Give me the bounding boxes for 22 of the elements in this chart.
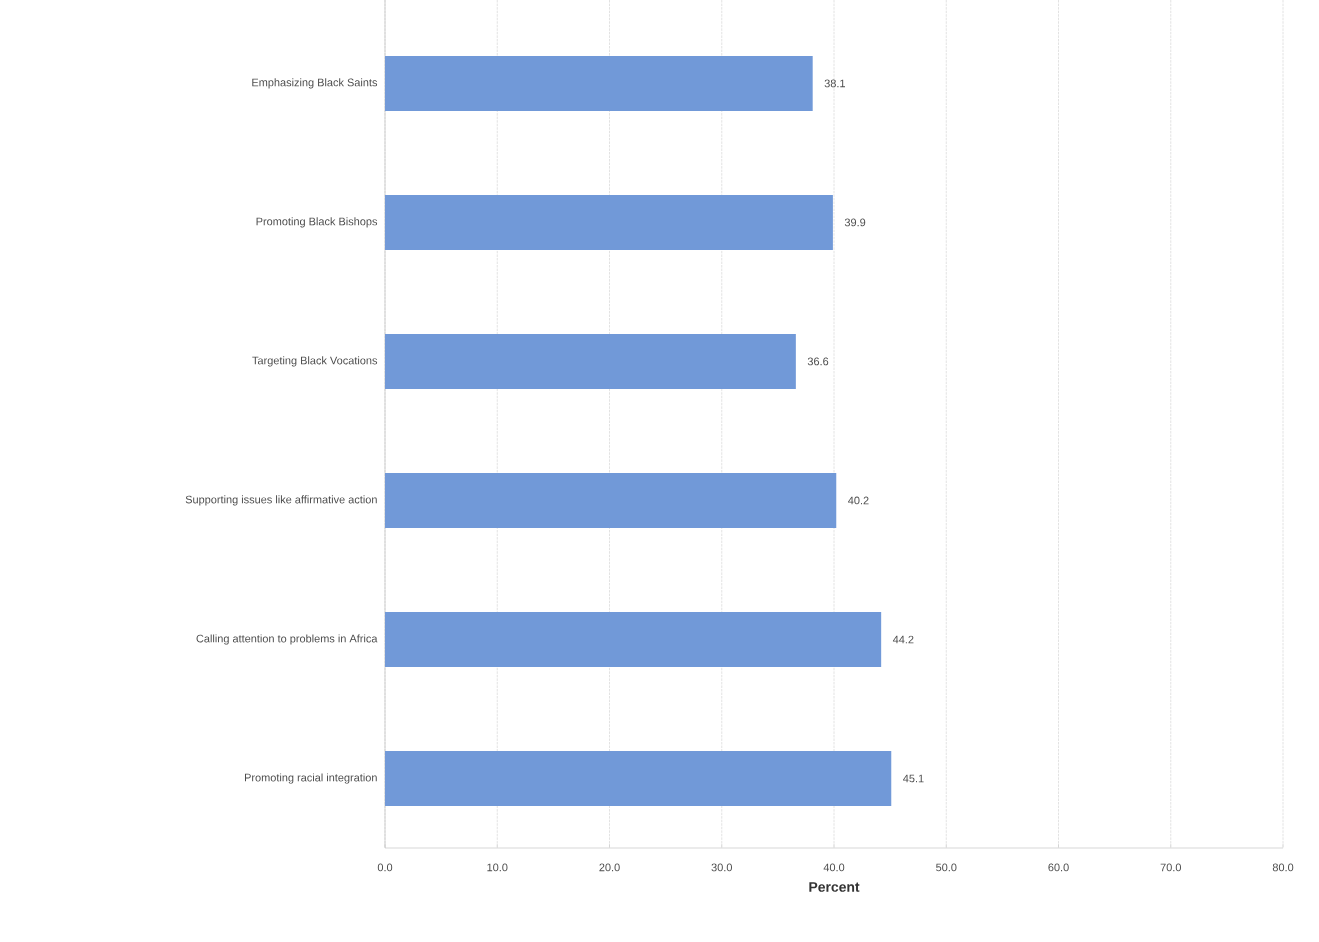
data-label: 38.1	[824, 79, 846, 88]
x-tick-label: 50.0	[936, 863, 957, 872]
x-tick-label: 0.0	[377, 863, 393, 872]
x-tick-label: 30.0	[711, 863, 732, 872]
data-label: 45.1	[903, 774, 924, 783]
data-label: 44.2	[892, 635, 914, 644]
x-tick-label: 80.0	[1272, 863, 1294, 872]
x-tick-label: 20.0	[599, 863, 620, 872]
data-label: 36.6	[807, 357, 829, 366]
x-tick-label: 40.0	[823, 863, 845, 872]
y-tick-label: Promoting Black Bishops	[256, 217, 378, 228]
x-tick-label: 10.0	[487, 863, 508, 872]
x-tick-label: 70.0	[1160, 863, 1181, 872]
y-tick-label: Emphasizing Black Saints	[252, 78, 378, 89]
x-axis-title: Percent	[809, 882, 860, 892]
x-tick-label: 60.0	[1048, 863, 1069, 872]
y-tick-label: Targeting Black Vocations	[252, 356, 378, 367]
y-tick-label: Supporting issues like affirmative action	[185, 495, 377, 506]
y-tick-label: Promoting racial integration	[244, 773, 377, 784]
y-tick-label: Calling attention to problems in Africa	[196, 634, 378, 645]
data-label: 39.9	[844, 218, 866, 227]
data-label: 40.2	[848, 496, 869, 505]
